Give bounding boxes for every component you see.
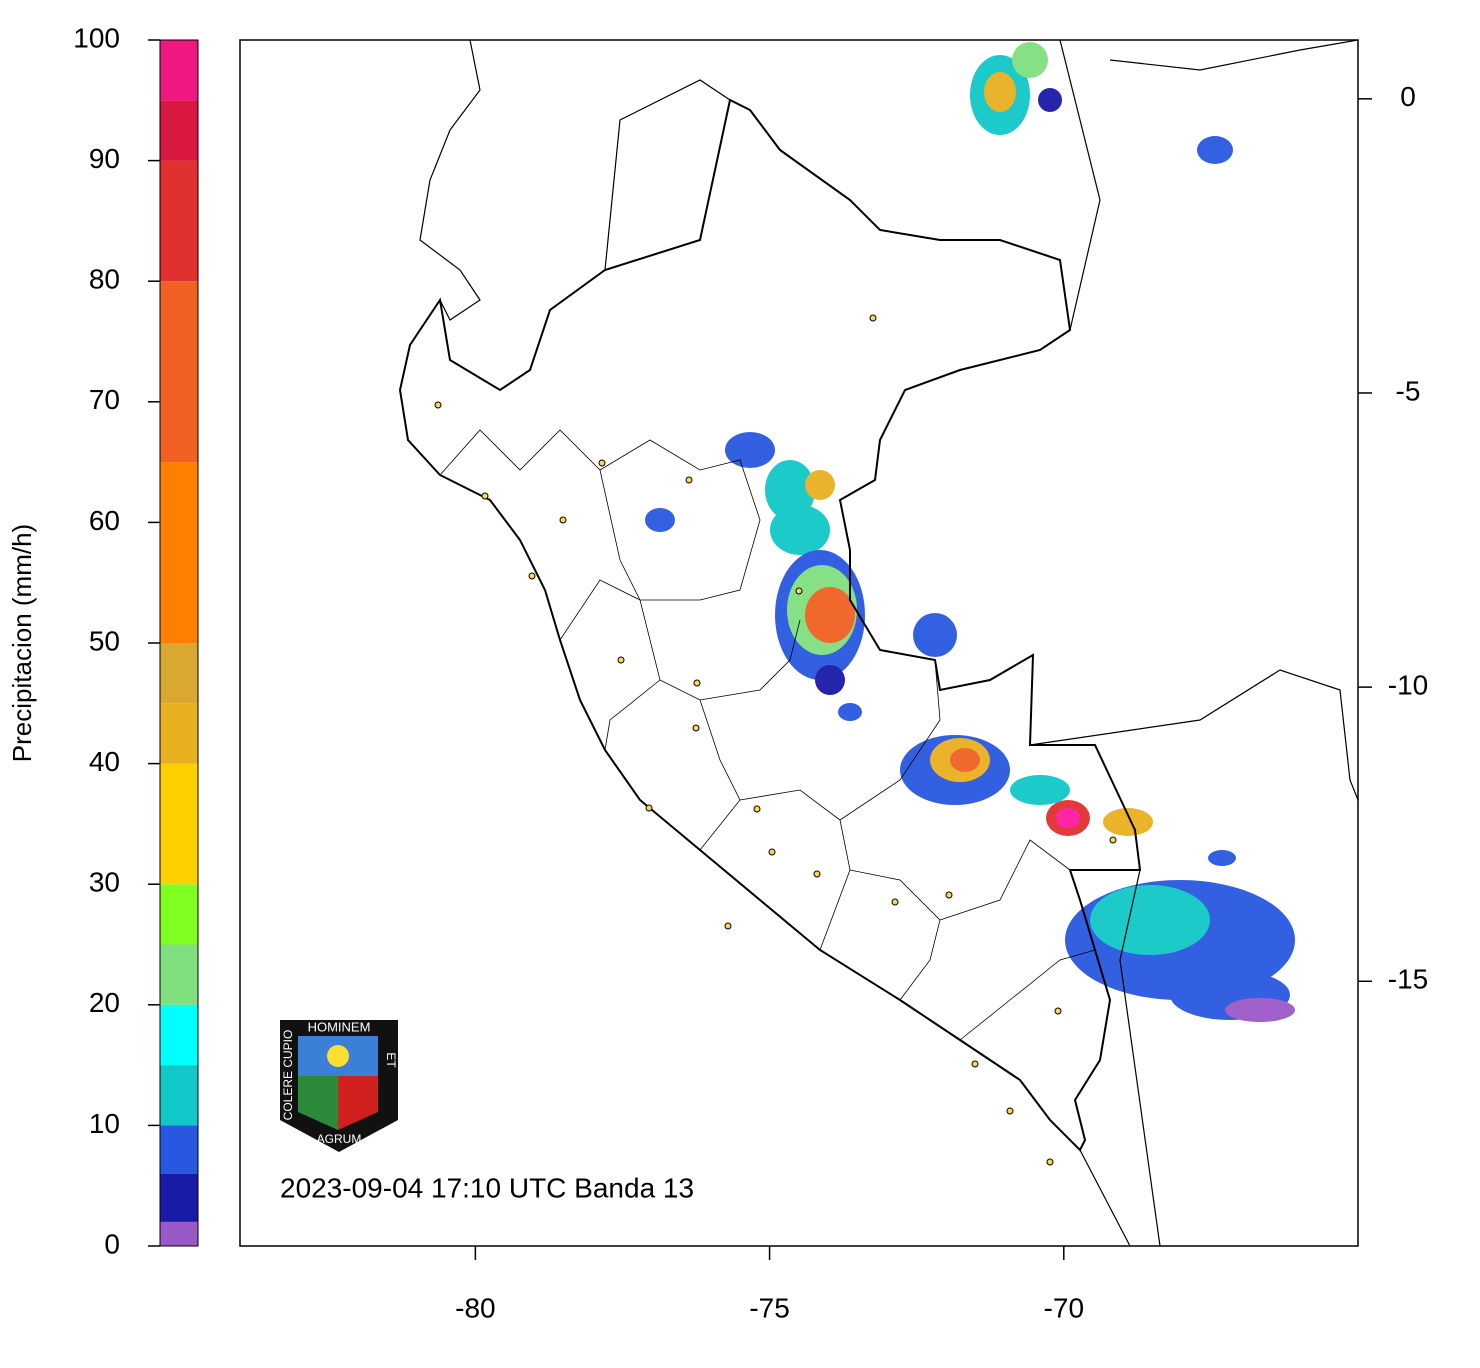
logo-right: ET xyxy=(384,1052,398,1068)
colorbar-tick-label: 20 xyxy=(89,987,120,1018)
y-tick-label: 0 xyxy=(1400,81,1416,112)
colorbar-tick-label: 40 xyxy=(89,746,120,777)
colorbar-segment xyxy=(160,40,198,101)
logo-bottom: AGRUM xyxy=(317,1132,362,1146)
caption: 2023-09-04 17:10 UTC Banda 13 xyxy=(280,1172,694,1203)
colorbar-tick-label: 70 xyxy=(89,384,120,415)
x-tick-label: -75 xyxy=(749,1292,789,1323)
map-layer xyxy=(398,40,1358,1246)
colorbar-tick-label: 0 xyxy=(104,1228,120,1259)
logo-left: COLERE CUPIO xyxy=(281,1030,295,1121)
colorbar-segment xyxy=(160,100,198,161)
colorbar-segment xyxy=(160,1173,198,1222)
colorbar-tick-label: 30 xyxy=(89,867,120,898)
colorbar-segment xyxy=(160,1065,198,1126)
cities xyxy=(434,314,1117,1166)
colorbar-segment xyxy=(160,462,198,643)
precipitation xyxy=(645,42,1295,1022)
colorbar-segment xyxy=(160,1221,198,1246)
colorbar-segment xyxy=(160,884,198,945)
colorbar-tick-label: 80 xyxy=(89,264,120,295)
colorbar-segment xyxy=(160,281,198,463)
logo: HOMINEM ET AGRUM COLERE CUPIO xyxy=(280,1019,398,1152)
map-frame xyxy=(239,39,1359,1247)
colorbar-tick-label: 90 xyxy=(89,143,120,174)
y-tick-label: -5 xyxy=(1396,375,1421,406)
colorbar-label: Precipitacion (mm/h) xyxy=(7,524,37,762)
colorbar-tick-label: 10 xyxy=(89,1108,120,1139)
colorbar-tick-label: 50 xyxy=(89,625,120,656)
colorbar-segment xyxy=(160,160,198,282)
colorbar-segment xyxy=(160,703,198,764)
colorbar-segment xyxy=(160,944,198,1005)
y-tick-label: -10 xyxy=(1388,670,1428,701)
neighbour-borders xyxy=(419,40,1358,1246)
colorbar-tick-label: 60 xyxy=(89,505,120,536)
colorbar-segment xyxy=(160,1004,198,1066)
x-tick-label: -80 xyxy=(455,1292,495,1323)
y-tick-label: -15 xyxy=(1388,964,1428,995)
colorbar-segment xyxy=(160,643,198,704)
colorbar-segment xyxy=(160,1125,198,1174)
department-borders xyxy=(439,429,1096,1041)
x-tick-label: -70 xyxy=(1044,1292,1084,1323)
logo-top: HOMINEM xyxy=(308,1019,371,1034)
peru-border xyxy=(398,98,1142,1152)
colorbar-segment xyxy=(160,763,198,885)
colorbar-tick-label: 100 xyxy=(73,22,120,53)
